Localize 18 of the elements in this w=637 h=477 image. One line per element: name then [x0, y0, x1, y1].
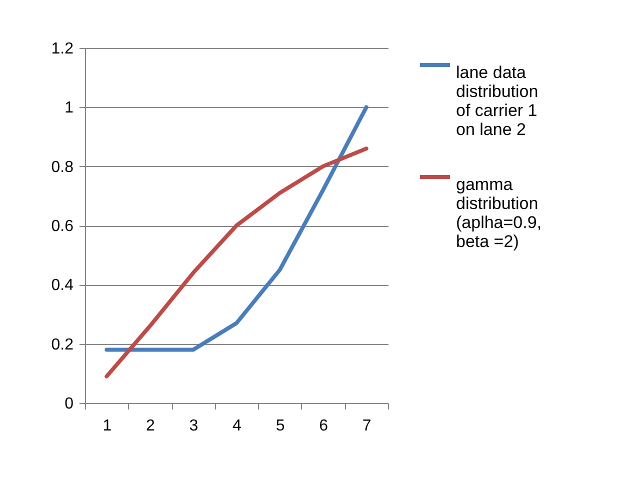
y-tick-label: 0.6	[51, 218, 74, 235]
y-tick-label: 0.8	[51, 158, 74, 176]
y-tick-label: 0.4	[51, 277, 74, 294]
line-series	[104, 105, 368, 352]
x-tick-label: 6	[319, 418, 328, 434]
x-tick-label: 5	[276, 418, 285, 434]
y-tick-label: 1.2	[51, 40, 74, 58]
x-tick-label: 3	[189, 418, 198, 434]
x-tick-label: 2	[146, 418, 155, 434]
y-tick-label: 0	[64, 396, 74, 412]
legend-label: gamma distribution (aplha=0.9, beta =2)	[456, 175, 542, 251]
x-tick-label: 4	[232, 418, 242, 434]
line-series	[104, 146, 368, 378]
legend-label: lane data distribution of carrier 1 on lane 2	[456, 63, 538, 139]
x-tick-label: 7	[362, 418, 372, 434]
y-tick-label: 1	[64, 100, 74, 117]
x-tick-label: 1	[102, 418, 112, 434]
y-tick-label: 0.2	[51, 336, 74, 354]
